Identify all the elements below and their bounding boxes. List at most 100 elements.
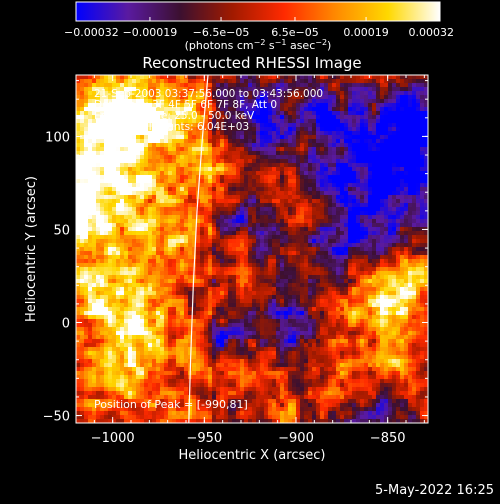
heatmap-cell [288,291,292,295]
heatmap-cell [144,295,148,299]
heatmap-cell [324,287,328,291]
heatmap-cell [184,151,188,155]
heatmap-cell [104,207,108,211]
heatmap-cell [240,283,244,287]
heatmap-cell [160,179,164,183]
heatmap-cell [380,295,384,299]
heatmap-cell [248,243,252,247]
heatmap-cell [300,167,304,171]
heatmap-cell [140,231,144,235]
heatmap-cell [332,271,336,275]
heatmap-cell [376,251,380,255]
heatmap-cell [376,79,380,83]
heatmap-cell [384,263,388,267]
heatmap-cell [276,143,280,147]
heatmap-cell [336,239,340,243]
heatmap-cell [96,259,100,263]
heatmap-cell [292,291,296,295]
heatmap-cell [200,223,204,227]
heatmap-cell [328,243,332,247]
heatmap-cell [304,175,308,179]
heatmap-cell [324,251,328,255]
heatmap-cell [180,287,184,291]
heatmap-cell [140,259,144,263]
heatmap-cell [164,219,168,223]
heatmap-cell [104,247,108,251]
heatmap-cell [324,107,328,111]
heatmap-cell [188,235,192,239]
heatmap-cell [272,283,276,287]
heatmap-cell [336,75,340,79]
heatmap-cell [304,259,308,263]
heatmap-cell [296,175,300,179]
heatmap-cell [144,163,148,167]
heatmap-cell [324,291,328,295]
heatmap-cell [236,79,240,83]
heatmap-cell [160,235,164,239]
heatmap-cell [232,175,236,179]
heatmap-cell [132,299,136,303]
heatmap-cell [416,207,420,211]
heatmap-cell [264,211,268,215]
heatmap-cell [92,135,96,139]
heatmap-cell [256,259,260,263]
heatmap-cell [408,183,412,187]
heatmap-cell [144,171,148,175]
heatmap-cell [76,215,80,219]
heatmap-cell [236,263,240,267]
heatmap-cell [272,131,276,135]
heatmap-cell [188,195,192,199]
heatmap-cell [408,247,412,251]
heatmap-cell [392,131,396,135]
heatmap-cell [184,243,188,247]
heatmap-cell [148,227,152,231]
heatmap-cell [324,259,328,263]
heatmap-cell [384,279,388,283]
heatmap-cell [200,267,204,271]
heatmap-cell [180,143,184,147]
heatmap-cell [256,255,260,259]
heatmap-cell [108,75,112,79]
heatmap-cell [388,295,392,299]
heatmap-cell [308,103,312,107]
heatmap-cell [388,143,392,147]
heatmap-cell [288,287,292,291]
heatmap-cell [112,143,116,147]
heatmap-cell [272,223,276,227]
heatmap-cell [228,251,232,255]
heatmap-cell [308,187,312,191]
heatmap-cell [200,243,204,247]
heatmap-cell [368,275,372,279]
heatmap-cell [316,83,320,87]
heatmap-cell [400,151,404,155]
heatmap-cell [272,179,276,183]
heatmap-cell [204,263,208,267]
heatmap-cell [280,127,284,131]
heatmap-cell [216,247,220,251]
heatmap-cell [208,275,212,279]
heatmap-cell [392,159,396,163]
heatmap-cell [260,279,264,283]
heatmap-cell [132,183,136,187]
heatmap-cell [412,83,416,87]
heatmap-cell [348,131,352,135]
heatmap-cell [344,247,348,251]
heatmap-cell [416,247,420,251]
heatmap-cell [288,255,292,259]
heatmap-cell [264,175,268,179]
heatmap-cell [320,151,324,155]
heatmap-cell [380,179,384,183]
heatmap-cell [120,199,124,203]
heatmap-cell [124,251,128,255]
heatmap-cell [212,287,216,291]
heatmap-cell [112,219,116,223]
heatmap-cell [296,231,300,235]
heatmap-cell [244,239,248,243]
heatmap-cell [380,159,384,163]
heatmap-cell [288,167,292,171]
heatmap-cell [352,211,356,215]
heatmap-cell [256,295,260,299]
heatmap-cell [88,99,92,103]
heatmap-cell [172,179,176,183]
heatmap-cell [160,267,164,271]
